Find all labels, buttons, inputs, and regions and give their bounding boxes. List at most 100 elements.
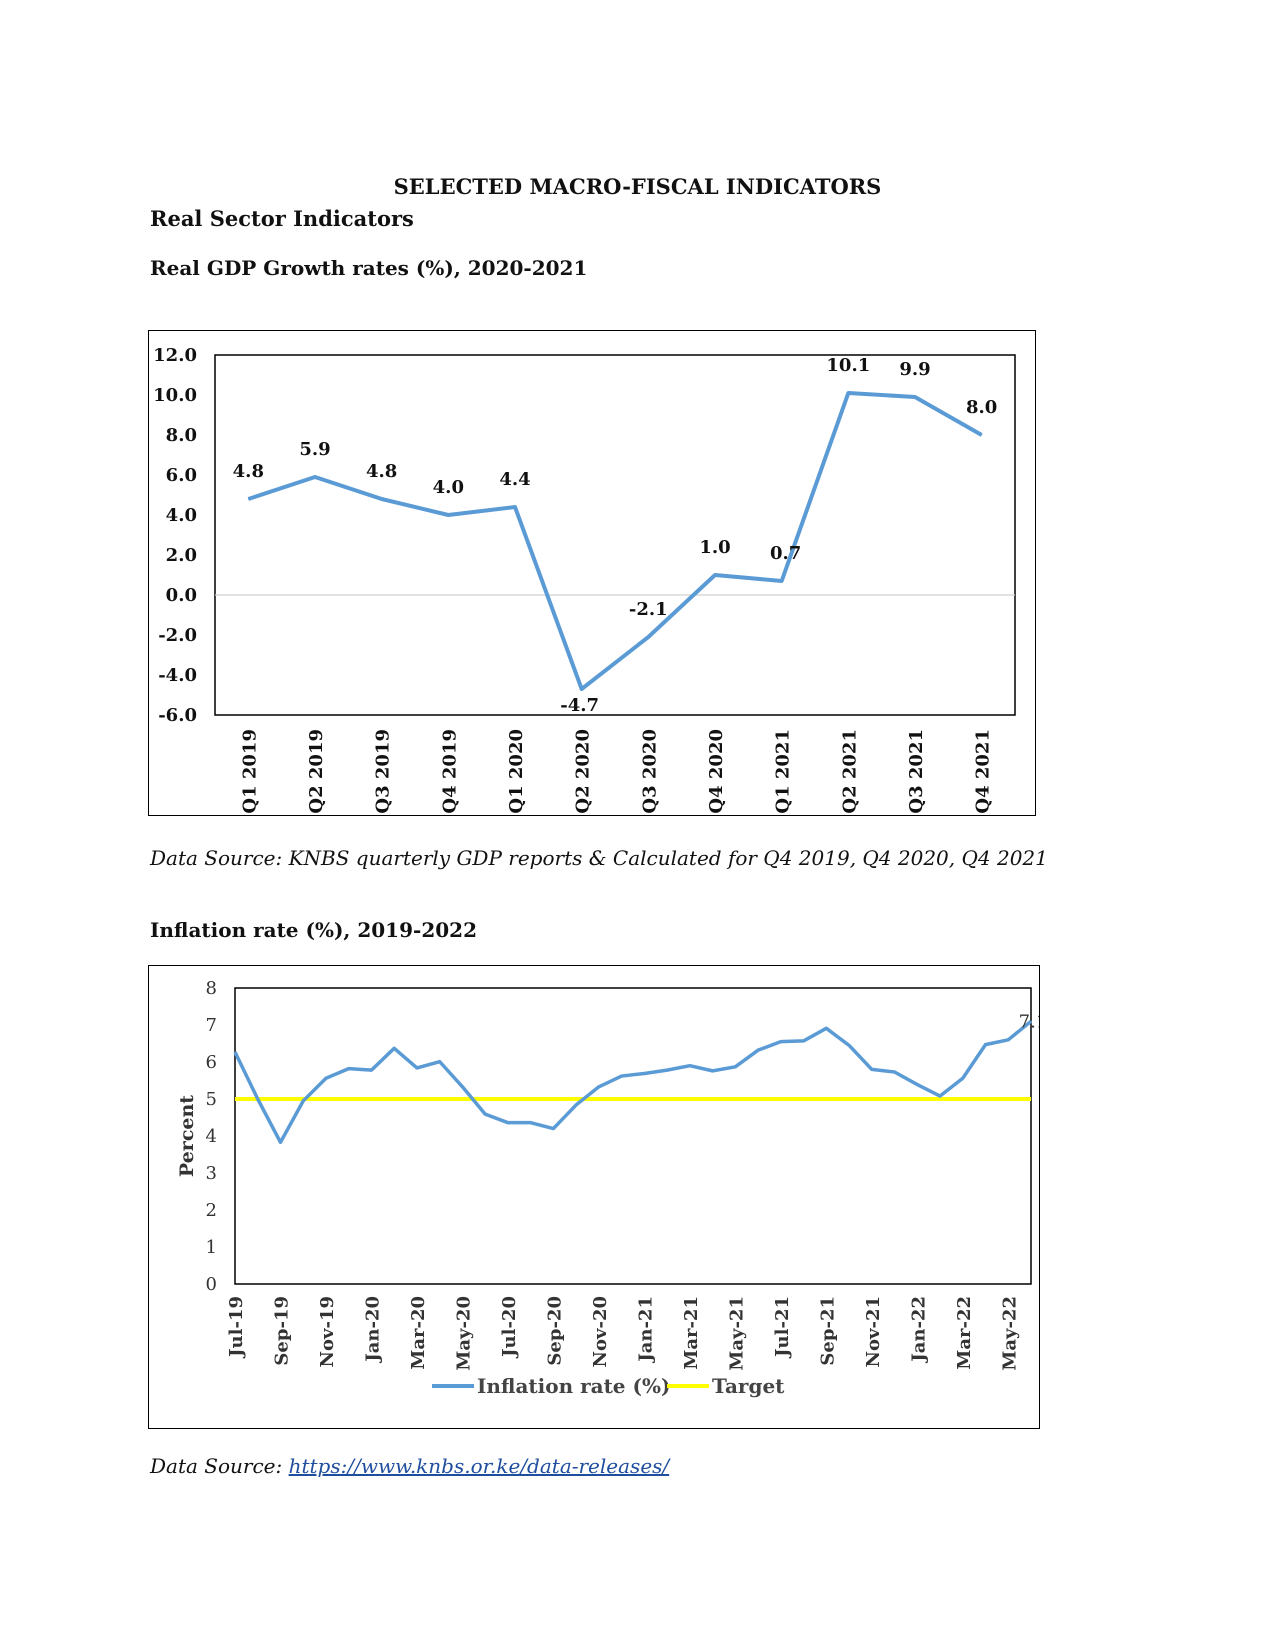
inflation-data-point — [598, 1086, 600, 1088]
inflation-x-tick-label: Nov-20 — [590, 1296, 611, 1367]
gdp-plot-area — [214, 354, 1016, 716]
inflation-x-tick-label: Jan-20 — [362, 1296, 383, 1364]
gdp-data-point — [647, 636, 649, 638]
gdp-data-point — [981, 434, 983, 436]
gdp-data-label: 4.4 — [499, 469, 530, 490]
inflation-y-axis-label: Percent — [176, 1095, 198, 1177]
gdp-x-tick-label: Q3 2021 — [906, 729, 927, 814]
gdp-data-point — [247, 498, 249, 500]
gdp-data-label: 1.0 — [699, 537, 730, 558]
inflation-data-point — [257, 1098, 259, 1100]
inflation-y-tick-label: 3 — [206, 1163, 217, 1184]
inflation-x-tick-label: Nov-19 — [317, 1296, 338, 1367]
gdp-chart-frame: -6.0 -4.0 -2.0 0.0 2.0 4.0 6.0 8.0 10.0 12.0 Q1 20… — [148, 330, 1036, 816]
inflation-data-point — [803, 1040, 805, 1042]
inflation-data-point — [689, 1065, 691, 1067]
inflation-data-point — [780, 1041, 782, 1043]
legend-target-label: Target — [712, 1374, 785, 1398]
inflation-data-point — [666, 1069, 668, 1071]
inflation-data-point — [484, 1113, 486, 1115]
inflation-data-point — [894, 1071, 896, 1073]
inflation-data-point — [416, 1067, 418, 1069]
inflation-x-tick-label: Jan-21 — [635, 1296, 656, 1364]
gdp-chart: -6.0 -4.0 -2.0 0.0 2.0 4.0 6.0 8.0 10.0 12.0 Q1 20… — [153, 345, 1016, 814]
gdp-x-tick-label: Q3 2020 — [639, 729, 660, 814]
inflation-x-tick-label: Mar-21 — [681, 1296, 702, 1370]
inflation-data-point — [575, 1104, 577, 1106]
inflation-x-tick-label: Sep-19 — [271, 1296, 292, 1366]
inflation-data-point — [507, 1122, 509, 1124]
gdp-data-point — [381, 498, 383, 500]
gdp-data-label: 4.8 — [233, 461, 264, 482]
inflation-y-tick-label: 2 — [206, 1200, 217, 1221]
gdp-y-tick-label: 6.0 — [166, 465, 197, 486]
inflation-chart-frame: 0 1 2 3 4 5 6 7 8 Percent Jul-19 Sep-19 Nov-19 Jan-20… — [148, 965, 1047, 1429]
inflation-data-point — [712, 1070, 714, 1072]
gdp-data-label: 5.9 — [299, 439, 330, 460]
inflation-data-source: Data Source: https://www.knbs.or.ke/data… — [150, 1454, 669, 1478]
gdp-y-tick-label: -4.0 — [158, 665, 197, 686]
gdp-x-tick-label: Q4 2019 — [439, 729, 460, 814]
inflation-data-point — [234, 1051, 236, 1053]
gdp-y-tick-label: 0.0 — [166, 585, 197, 606]
inflation-y-tick-label: 5 — [206, 1089, 217, 1110]
inflation-data-point — [325, 1077, 327, 1079]
inflation-x-tick-label: Jul-20 — [499, 1296, 520, 1359]
gdp-data-point — [914, 396, 916, 398]
inflation-data-point — [757, 1049, 759, 1051]
gdp-data-label: -4.7 — [560, 695, 599, 716]
gdp-data-point — [314, 476, 316, 478]
inflation-x-tick-label: Sep-21 — [817, 1296, 838, 1366]
inflation-data-point — [1007, 1039, 1009, 1041]
inflation-data-point — [848, 1044, 850, 1046]
gdp-data-label: 4.0 — [433, 477, 464, 498]
inflation-data-point — [552, 1128, 554, 1130]
inflation-plot-area — [234, 987, 1032, 1285]
legend-inflation-label: Inflation rate (%) — [477, 1374, 670, 1398]
gdp-x-tick-label: Q1 2021 — [773, 729, 794, 814]
gdp-data-point — [847, 392, 849, 394]
section-heading: Real Sector Indicators — [150, 206, 414, 231]
gdp-y-tick-label: 10.0 — [153, 385, 197, 406]
inflation-source-link[interactable]: https://www.knbs.or.ke/data-releases/ — [288, 1454, 670, 1478]
gdp-series-line — [247, 391, 983, 691]
inflation-y-tick-label: 6 — [206, 1052, 217, 1073]
gdp-x-tick-label: Q2 2021 — [839, 729, 860, 814]
inflation-x-tick-label: Sep-20 — [544, 1296, 565, 1366]
gdp-data-point — [714, 574, 716, 576]
gdp-x-tick-label: Q2 2020 — [573, 729, 594, 814]
inflation-x-tick-label: Mar-20 — [408, 1296, 429, 1370]
inflation-source-prefix: Data Source: — [150, 1454, 289, 1478]
inflation-x-tick-label: Jul-21 — [772, 1296, 793, 1359]
inflation-data-point — [370, 1069, 372, 1071]
inflation-data-point — [916, 1084, 918, 1086]
gdp-x-tick-label: Q4 2021 — [973, 729, 994, 814]
inflation-y-tick-label: 8 — [206, 978, 217, 999]
gdp-data-label: 8.0 — [966, 397, 997, 418]
inflation-data-point — [439, 1061, 441, 1063]
inflation-data-point — [871, 1068, 873, 1070]
gdp-chart-heading: Real GDP Growth rates (%), 2020-2021 — [150, 256, 588, 280]
inflation-y-tick-label: 0 — [206, 1274, 217, 1295]
gdp-y-tick-label: 4.0 — [166, 505, 197, 526]
gdp-data-label: 0.7 — [770, 543, 801, 564]
gdp-data-point — [447, 514, 449, 516]
gdp-x-tick-label: Q3 2019 — [373, 729, 394, 814]
gdp-data-source: Data Source: KNBS quarterly GDP reports … — [150, 846, 1048, 870]
inflation-data-point — [530, 1122, 532, 1124]
inflation-data-point — [621, 1075, 623, 1077]
gdp-y-tick-label: 12.0 — [153, 345, 197, 366]
gdp-x-tick-label: Q1 2020 — [506, 729, 527, 814]
inflation-y-tick-label: 4 — [206, 1126, 217, 1147]
inflation-data-point — [461, 1086, 463, 1088]
gdp-y-tick-label: -2.0 — [158, 625, 197, 646]
inflation-data-point — [643, 1072, 645, 1074]
inflation-x-tick-label: Jan-22 — [908, 1296, 929, 1364]
inflation-chart: 0 1 2 3 4 5 6 7 8 Percent Jul-19 Sep-19 Nov-19 Jan-20… — [176, 978, 1047, 1398]
gdp-y-tick-label: -6.0 — [158, 705, 197, 726]
gdp-data-label: -2.1 — [629, 599, 668, 620]
inflation-x-tick-label: Nov-21 — [863, 1296, 884, 1367]
gdp-y-tick-label: 2.0 — [166, 545, 197, 566]
inflation-data-point — [302, 1100, 304, 1102]
inflation-chart-heading: Inflation rate (%), 2019-2022 — [150, 918, 477, 942]
